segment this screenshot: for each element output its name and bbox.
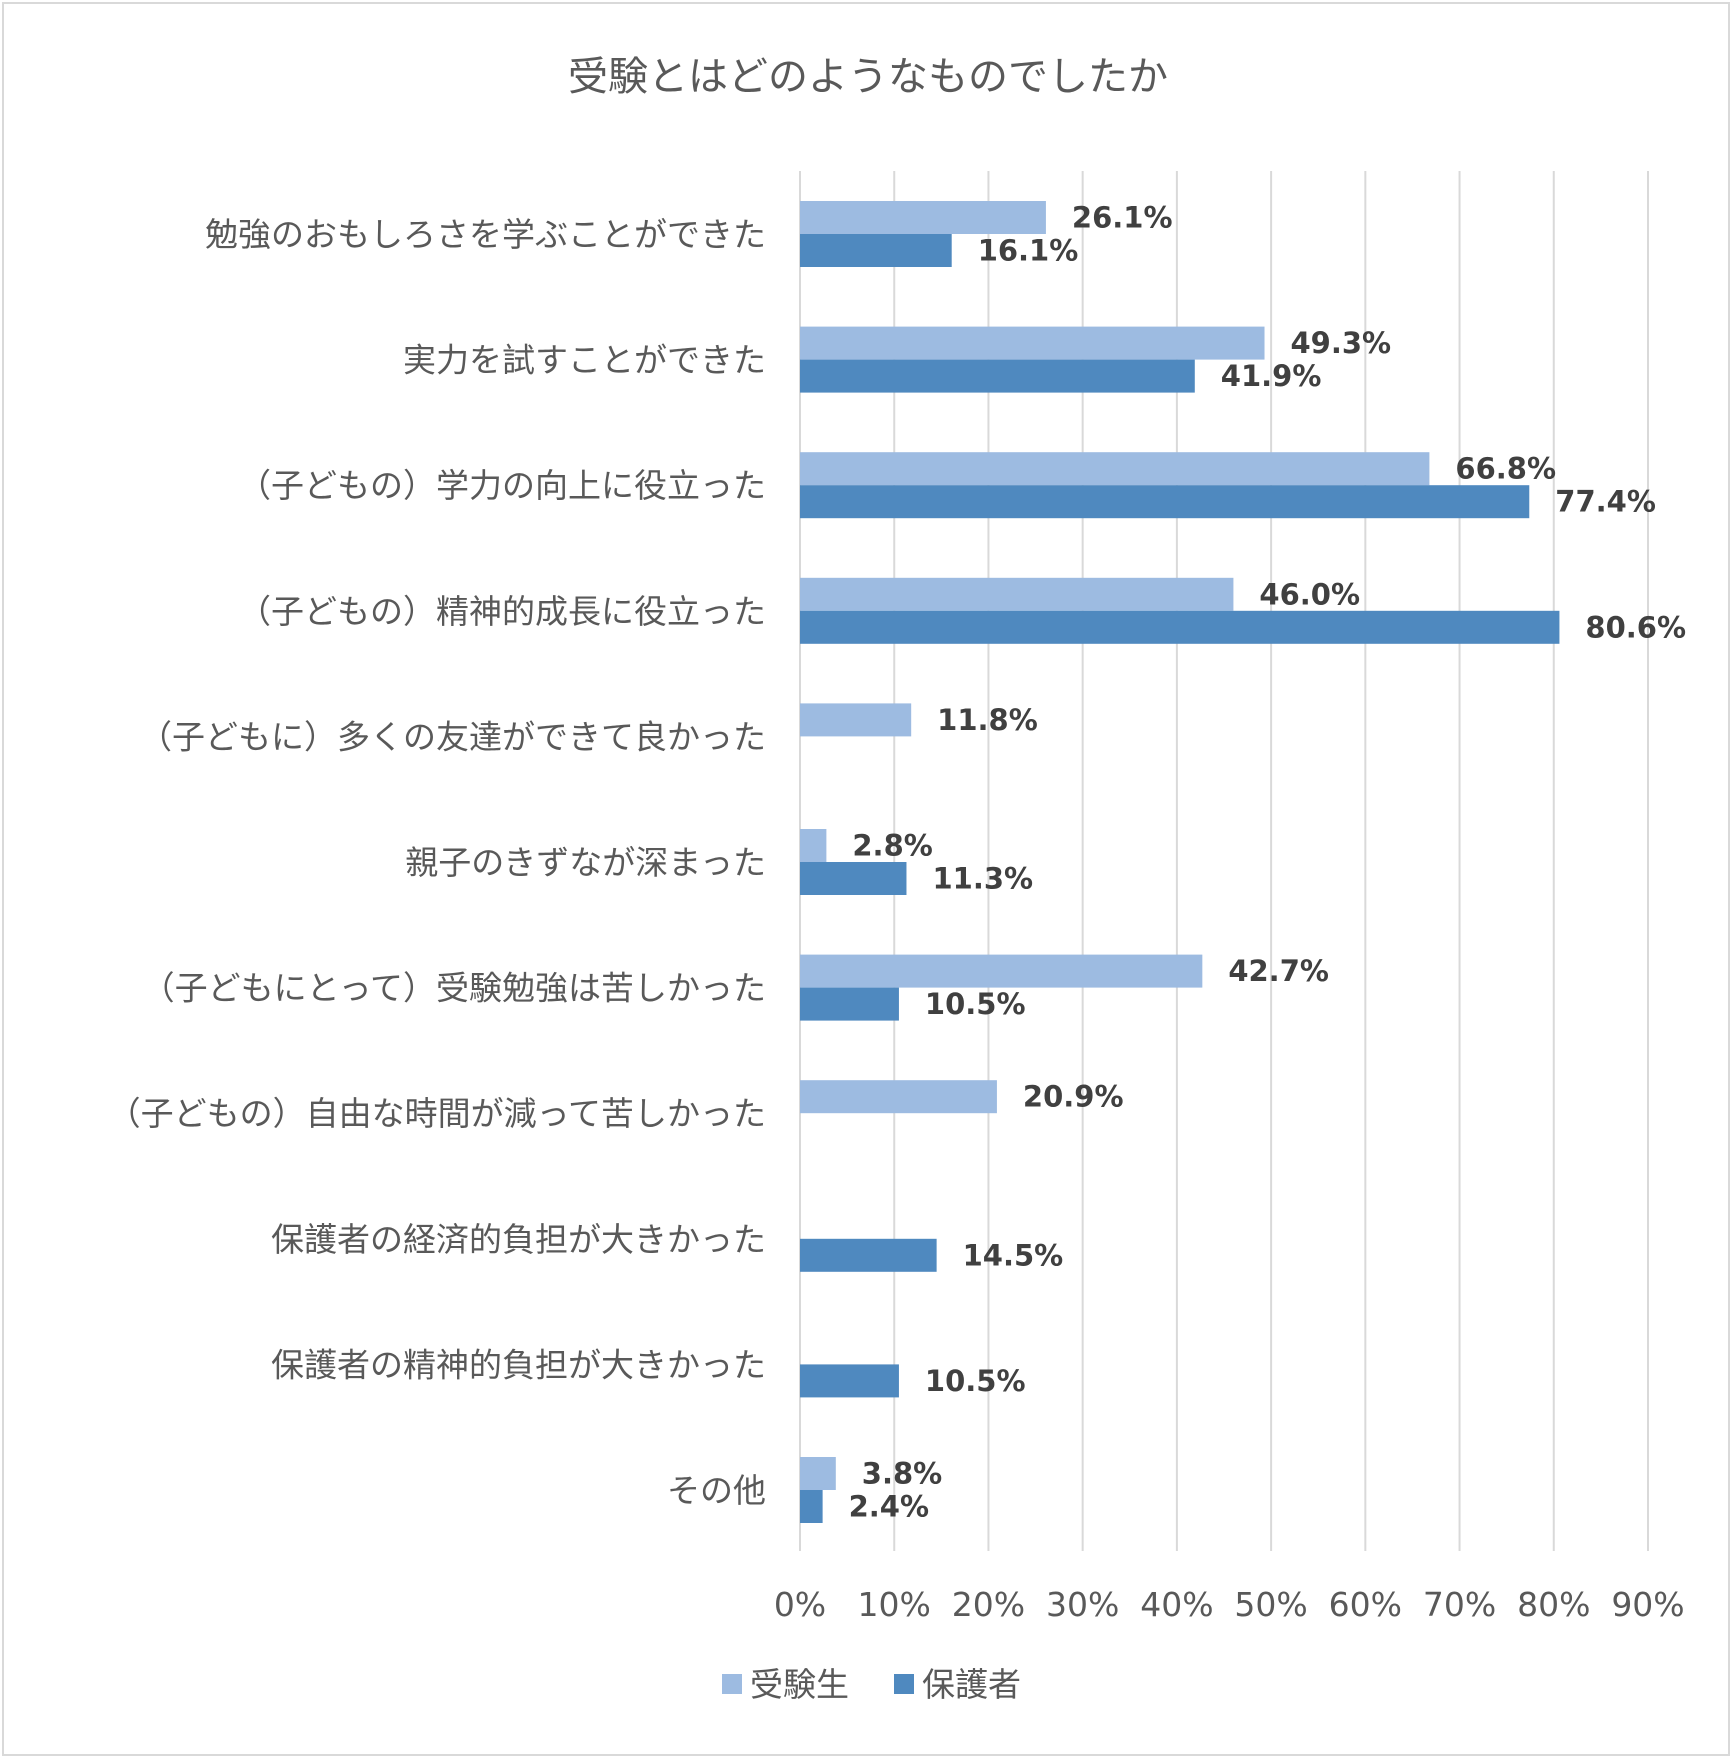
- bar-chart: 受験とはどのようなものでしたか 26.1% 49.3% 66.8% 46.0% 11.8…: [108, 54, 1686, 1704]
- data-label: 77.4%: [1555, 485, 1656, 519]
- chart-title: 受験とはどのようなものでしたか: [568, 54, 1168, 100]
- gridlines: [799, 171, 1649, 1551]
- data-label: 26.1%: [1072, 201, 1173, 235]
- data-label: 49.3%: [1291, 326, 1392, 360]
- x-tick-label: 20%: [952, 1585, 1025, 1624]
- bar-parents: [800, 359, 1195, 393]
- category-label: （子どもの）学力の向上に役立った: [238, 466, 766, 505]
- x-tick-label: 40%: [1140, 1585, 1213, 1624]
- category-label: （子どもの）自由な時間が減って苦しかった: [108, 1094, 766, 1133]
- data-label: 20.9%: [1023, 1080, 1124, 1114]
- x-tick-label: 80%: [1517, 1585, 1590, 1624]
- bar-parents: [800, 485, 1530, 519]
- data-label: 2.4%: [849, 1490, 929, 1524]
- category-label: （子どもの）精神的成長に役立った: [238, 592, 766, 631]
- legend: 受験生 保護者: [722, 1665, 1021, 1704]
- data-label: 11.3%: [932, 862, 1033, 896]
- data-label: 11.8%: [937, 703, 1038, 737]
- bar-parents: [800, 234, 952, 267]
- bar-parents: [800, 987, 899, 1021]
- category-label: 保護者の経済的負担が大きかった: [271, 1220, 766, 1259]
- category-label: その他: [667, 1471, 766, 1510]
- bar-parents: [800, 1238, 937, 1272]
- data-label: 14.5%: [963, 1238, 1064, 1272]
- data-label: 80.6%: [1585, 610, 1686, 644]
- bar-students: [800, 829, 827, 862]
- category-label: 実力を試すことができた: [403, 341, 766, 380]
- bar-students: [800, 954, 1203, 988]
- bar-students: [800, 1457, 836, 1490]
- category-label: 親子のきずなが深まった: [405, 843, 766, 882]
- x-tick-label: 70%: [1423, 1585, 1496, 1624]
- legend-swatch: [894, 1674, 914, 1694]
- category-label: 勉強のおもしろさを学ぶことができた: [205, 215, 766, 254]
- data-label: 3.8%: [862, 1457, 942, 1491]
- legend-swatch: [722, 1674, 742, 1694]
- category-label: （子どもにとって）受験勉強は苦しかった: [142, 969, 766, 1008]
- data-label: 46.0%: [1259, 577, 1360, 611]
- legend-label: 保護者: [922, 1665, 1021, 1704]
- bar-students: [800, 577, 1234, 611]
- data-label: 2.8%: [852, 829, 932, 863]
- data-label: 66.8%: [1455, 452, 1556, 486]
- bar-students: [800, 326, 1265, 360]
- x-tick-label: 90%: [1611, 1585, 1684, 1624]
- data-label: 41.9%: [1221, 359, 1322, 393]
- bar-parents: [800, 1490, 823, 1523]
- data-label: 42.7%: [1228, 954, 1329, 988]
- x-tick-label: 0%: [774, 1585, 826, 1624]
- data-label: 16.1%: [978, 234, 1079, 268]
- x-tick-label: 50%: [1234, 1585, 1307, 1624]
- category-label: （子どもに）多くの友達ができて良かった: [139, 717, 766, 756]
- bar-students: [800, 201, 1046, 234]
- x-tick-label: 60%: [1329, 1585, 1402, 1624]
- bar-students: [800, 703, 912, 737]
- x-tick-label: 10%: [858, 1585, 931, 1624]
- category-label: 保護者の精神的負担が大きかった: [271, 1345, 766, 1384]
- x-axis-ticks: 0% 10% 20% 30% 40% 50% 60% 70% 80% 90%: [774, 1585, 1685, 1624]
- x-tick-label: 30%: [1046, 1585, 1119, 1624]
- data-labels: 26.1% 49.3% 66.8% 46.0% 11.8% 2.8% 42.7% 20.9% 3…: [849, 201, 1686, 1524]
- legend-label: 受験生: [750, 1665, 849, 1704]
- data-label: 10.5%: [925, 1364, 1026, 1398]
- bars: [800, 201, 1560, 1523]
- bar-students: [800, 452, 1430, 486]
- bar-parents: [800, 1364, 899, 1398]
- bar-students: [800, 1080, 997, 1114]
- bar-parents: [800, 610, 1560, 644]
- data-label: 10.5%: [925, 987, 1026, 1021]
- bar-parents: [800, 862, 907, 895]
